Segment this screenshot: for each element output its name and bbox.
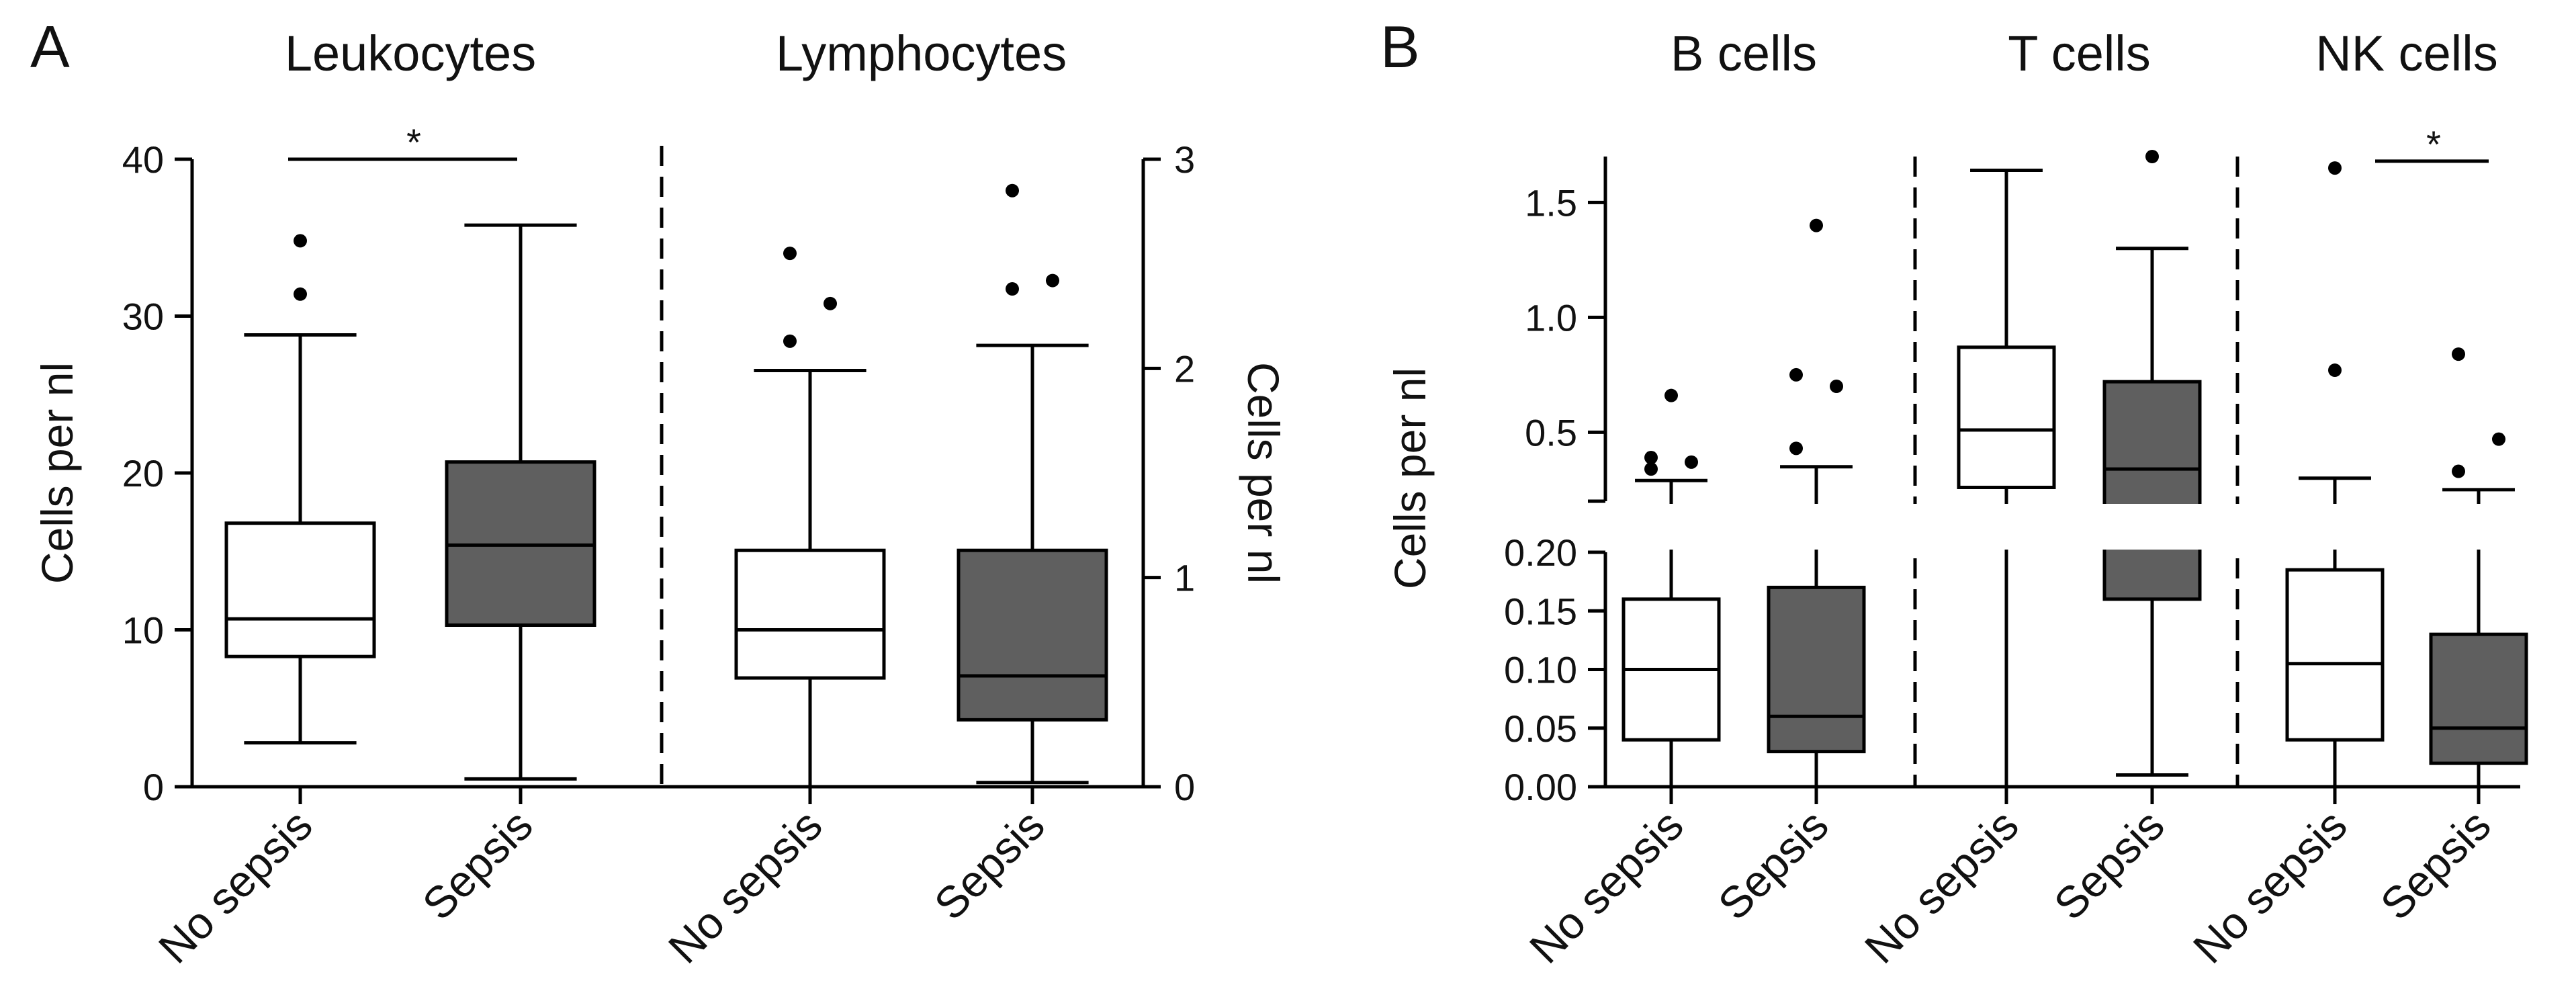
t-cells-xtick-label: No sepsis xyxy=(1855,800,2028,973)
panel-b-axis-break-gap xyxy=(1612,504,2519,550)
nk-cells-no-sepsis-box xyxy=(2285,568,2385,742)
panel-b-ytick-label-upper: 1.5 xyxy=(1525,181,1577,224)
leukocytes-no-sepsis-outlier xyxy=(294,234,307,248)
panel-b-ylabel: Cells per nl xyxy=(1385,367,1435,589)
b-cells-no-sepsis-outlier xyxy=(1685,455,1698,469)
b-cells-no-sepsis-outlier xyxy=(1644,462,1658,476)
lymphocytes-no-sepsis-box xyxy=(734,548,886,680)
b-cells-sepsis-box xyxy=(1767,585,1866,754)
t-cells-no-sepsis-box xyxy=(1957,345,2056,489)
b-cells-no-sepsis-outlier xyxy=(1644,451,1658,465)
leukocytes-no-sepsis-box xyxy=(224,521,376,658)
leukocytes-ytick-label: 10 xyxy=(122,609,164,652)
lymphocytes-sepsis-outlier xyxy=(1006,282,1019,296)
lymphocytes-no-sepsis-outlier xyxy=(783,334,797,348)
lymphocytes-ytick-label: 2 xyxy=(1174,347,1195,390)
lymphocytes-xtick-label: No sepsis xyxy=(659,800,832,973)
nk-cells-title: NK cells xyxy=(2315,26,2497,81)
leukocytes-xtick-label: No sepsis xyxy=(149,800,322,973)
b-cells-sepsis-outlier xyxy=(1830,380,1843,393)
lymphocytes-ytick-label: 0 xyxy=(1174,766,1195,808)
panel-b-ytick-label-lower: 0.00 xyxy=(1504,766,1577,808)
lymphocytes-sepsis-outlier xyxy=(1006,183,1019,198)
lymphocytes-sepsis-outlier xyxy=(1046,273,1059,288)
panel-b-ytick-label-lower: 0.05 xyxy=(1504,707,1577,750)
panel-a-ylabel-right: Cells per nl xyxy=(1239,362,1288,584)
leukocytes-ytick-label: 20 xyxy=(122,452,164,494)
nk-cells-sepsis-box xyxy=(2429,632,2528,765)
b-cells-sepsis-outlier xyxy=(1789,441,1803,456)
panel-b-ytick-label-lower: 0.10 xyxy=(1504,649,1577,691)
t-cells-xtick-label: Sepsis xyxy=(2044,800,2173,929)
b-cells-xtick-label: No sepsis xyxy=(1520,800,1693,973)
nk-cells-significance-star: * xyxy=(2426,123,2441,165)
panel-b-ytick-label-upper: 0.5 xyxy=(1525,411,1577,453)
nk-cells-no-sepsis-outlier xyxy=(2328,363,2342,378)
lymphocytes-ytick-label: 1 xyxy=(1174,557,1195,599)
lymphocytes-title: Lymphocytes xyxy=(776,26,1067,81)
t-cells-sepsis-box xyxy=(2102,380,2202,601)
t-cells-sepsis-outlier xyxy=(2145,150,2159,163)
lymphocytes-no-sepsis-outlier xyxy=(783,247,797,261)
t-cells-title: T cells xyxy=(2008,26,2150,81)
leukocytes-ytick-label: 0 xyxy=(143,766,164,808)
panel-b-ytick-label-lower: 0.20 xyxy=(1504,531,1577,574)
panel-a-ylabel-left: Cells per nl xyxy=(32,362,82,584)
leukocytes-ytick-label: 30 xyxy=(122,296,164,338)
leukocytes-no-sepsis-outlier xyxy=(294,287,307,301)
panel-label-a: A xyxy=(30,13,70,80)
lymphocytes-no-sepsis-outlier xyxy=(824,296,837,310)
leukocytes-xtick-label: Sepsis xyxy=(412,800,541,929)
nk-cells-sepsis-outlier xyxy=(2492,432,2505,446)
b-cells-xtick-label: Sepsis xyxy=(1708,800,1837,929)
lymphocytes-xtick-label: Sepsis xyxy=(924,800,1053,929)
b-cells-sepsis-outlier xyxy=(1789,367,1803,382)
lymphocytes-ytick-label: 3 xyxy=(1174,138,1195,181)
nk-cells-no-sepsis-outlier xyxy=(2328,161,2342,175)
panel-b-ytick-label-upper: 1.0 xyxy=(1525,296,1577,339)
nk-cells-sepsis-outlier xyxy=(2452,464,2465,478)
nk-cells-sepsis-outlier xyxy=(2452,347,2465,361)
leukocytes-ytick-label: 40 xyxy=(122,138,164,181)
panel-label-b: B xyxy=(1380,13,1420,80)
nk-cells-xtick-label: No sepsis xyxy=(2184,800,2356,973)
lymphocytes-sepsis-box xyxy=(957,548,1108,722)
b-cells-title: B cells xyxy=(1671,26,1817,81)
panel-b-ytick-label-lower: 0.15 xyxy=(1504,590,1577,632)
b-cells-sepsis-outlier xyxy=(1810,218,1823,232)
b-cells-no-sepsis-outlier xyxy=(1664,388,1678,402)
leukocytes-significance-star: * xyxy=(406,121,421,163)
nk-cells-xtick-label: Sepsis xyxy=(2370,800,2499,929)
leukocytes-title: Leukocytes xyxy=(285,26,536,81)
